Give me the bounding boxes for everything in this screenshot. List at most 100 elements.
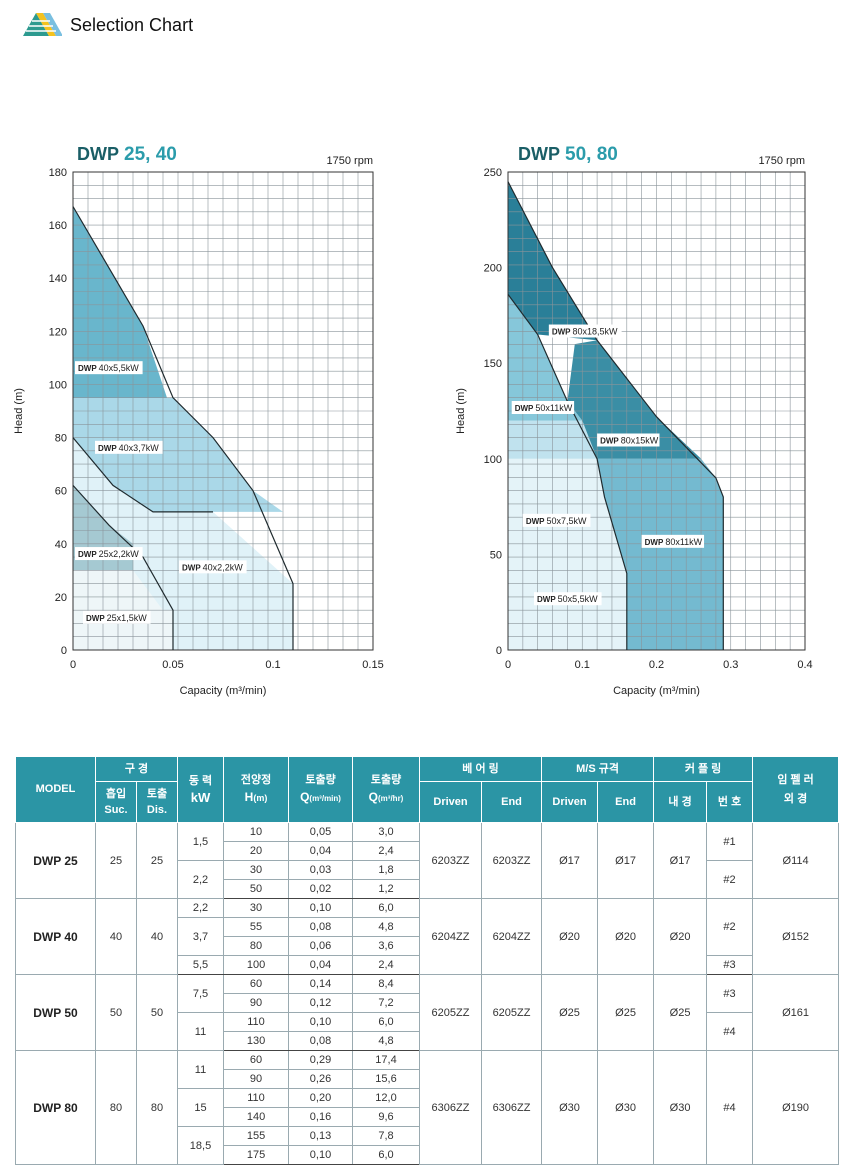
impeller-cell: Ø114 [752, 822, 840, 899]
chart-title-models: 25, 40 [124, 144, 177, 165]
head-cell: 130 [223, 1031, 290, 1051]
ms-driven-cell: Ø17 [541, 822, 599, 899]
capacity-min-cell: 0,26 [288, 1069, 354, 1089]
x-tick-label: 0.1 [575, 659, 590, 671]
table-row: 90 0,26 15,6 [16, 1069, 839, 1089]
capacity-hr-cell: 6,0 [352, 1012, 421, 1032]
region-label-bg [533, 592, 602, 606]
bearing-driven-cell: 6306ZZ [419, 1050, 483, 1165]
performance-curve [72, 437, 213, 513]
region-label-text: 25x1,5kW [107, 613, 148, 623]
bearing-end-cell: 6204ZZ [481, 898, 543, 975]
y-tick-label: 100 [484, 454, 502, 466]
capacity-hr-cell: 15,6 [352, 1069, 421, 1089]
region-label-bg [83, 610, 151, 624]
region-label: DWP 40x5,5kW [78, 363, 139, 373]
performance-curve [507, 181, 724, 650]
power-cell: 11 [177, 1012, 225, 1051]
table-row: 11 110 0,10 6,0 #4 [16, 1012, 839, 1051]
region-label-bg [548, 324, 622, 338]
col-head-symbol: H [244, 790, 254, 804]
col-power-label: 동 력 [188, 775, 213, 787]
col-suction-ko: 흡입 [105, 787, 127, 800]
region-label-prefix: DWP [600, 437, 619, 446]
region-label: DWP 50x11kW [515, 403, 573, 413]
col-coupling-no: 번 호 [706, 781, 754, 823]
table-row: DWP 25 25 25 1,5 10 0,05 3,0 6203ZZ 6203ZZ Ø17 Ø17… [15, 822, 840, 899]
col-capacity-min: 토출량 Q(m³/min) [288, 756, 354, 823]
capacity-min-cell: 0,12 [288, 993, 354, 1013]
x-tick-label: 0.05 [162, 659, 183, 671]
selection-chart-dwp-50-80: 0 0.1 0.2 0.3 0.4 0 50 100 150 200 250 Capacity (m³… [455, 144, 813, 697]
head-cell: 60 [223, 1050, 290, 1070]
col-capacity-hr-label: 토출량 [370, 774, 402, 786]
suction-cell: 50 [95, 974, 137, 1051]
plot-frame [72, 171, 374, 651]
region-label-bg [641, 534, 705, 548]
operating-region [508, 294, 583, 421]
selection-chart-dwp-25-40: 0 0.05 0.1 0.15 0 20 40 60 80 100 120 140 160 180 Capa… [13, 144, 384, 697]
capacity-hr-cell: 2,4 [352, 955, 421, 975]
impeller-cell: Ø152 [752, 898, 840, 975]
col-capacity-min-unit: (m³/min) [309, 794, 341, 803]
region-label-text: 80x15kW [621, 436, 659, 446]
capacity-min-cell: 0,13 [288, 1126, 354, 1146]
col-discharge-ko: 토출 [146, 787, 168, 800]
table-row: 175 0,10 6,0 [16, 1145, 839, 1165]
table-row: DWP 80 80 80 11 60 0,29 17,4 6306ZZ 6306ZZ Ø30 Ø30… [15, 1050, 840, 1165]
table-row: 50 0,02 1,2 [16, 879, 839, 899]
capacity-min-cell: 0,06 [288, 936, 354, 956]
head-cell: 30 [223, 898, 290, 918]
region-label-text: 80x11kW [665, 537, 702, 547]
rpm-label: 1750 rpm [759, 155, 805, 167]
head-cell: 20 [223, 841, 290, 861]
region-label-prefix: DWP [86, 614, 105, 623]
coupling-inner-cell: Ø17 [653, 822, 708, 899]
suction-cell: 40 [95, 898, 137, 975]
col-bore: 구 경 [94, 756, 179, 782]
operating-region [73, 206, 167, 398]
model-name-cell: DWP 40 [15, 898, 96, 975]
capacity-hr-cell: 9,6 [352, 1107, 421, 1127]
region-label: DWP 25x2,2kW [78, 549, 139, 559]
ms-driven-cell: Ø25 [541, 974, 599, 1051]
region-label-bg [179, 560, 247, 574]
head-cell: 80 [223, 936, 290, 956]
coupling-no-cell: #1 [706, 822, 754, 861]
head-cell: 100 [223, 955, 290, 975]
chart-title: DWP 50, 80 [518, 144, 618, 165]
coupling-inner-cell: Ø20 [653, 898, 708, 975]
col-suction-en: Suc. [104, 803, 128, 816]
region-label-text: 80x18,5kW [573, 327, 619, 337]
head-cell: 90 [223, 1069, 290, 1089]
region-label-prefix: DWP [515, 404, 534, 413]
region-label-prefix: DWP [526, 517, 545, 526]
coupling-no-cell: #3 [706, 974, 754, 1013]
col-capacity-min-label: 토출량 [305, 774, 336, 786]
table-row: 140 0,16 9,6 [16, 1107, 839, 1127]
y-tick-label: 40 [55, 539, 67, 551]
power-cell: 7,5 [177, 974, 225, 1013]
x-axis-label: Capacity (m³/min) [613, 685, 700, 697]
power-cell: 1,5 [177, 822, 225, 861]
capacity-min-cell: 0,03 [288, 860, 354, 880]
capacity-hr-cell: 3,6 [352, 936, 421, 956]
table-row: 2,2 30 0,03 1,8 #2 [16, 860, 839, 899]
power-cell: 5,5 [177, 955, 225, 975]
head-cell: 140 [223, 1107, 290, 1127]
head-cell: 50 [223, 879, 290, 899]
coupling-inner-cell: Ø25 [653, 974, 708, 1051]
table-row: DWP 50 50 50 7,5 60 0,14 8,4 6205ZZ 6205ZZ Ø25 Ø25… [15, 974, 840, 1051]
chart-title-models: 50, 80 [565, 144, 618, 165]
bearing-end-cell: 6205ZZ [481, 974, 543, 1051]
col-bearing: 베 어 링 [419, 756, 543, 782]
x-tick-label: 0.1 [265, 659, 280, 671]
region-label-bg [597, 433, 660, 447]
col-impeller-label-2: 외 경 [783, 792, 808, 805]
col-power-unit: kW [190, 790, 211, 805]
region-label-text: 40x5,5kW [99, 363, 140, 373]
coupling-no-cell: #4 [706, 1050, 754, 1165]
x-tick-label: 0 [70, 659, 76, 671]
bearing-end-cell: 6306ZZ [481, 1050, 543, 1165]
